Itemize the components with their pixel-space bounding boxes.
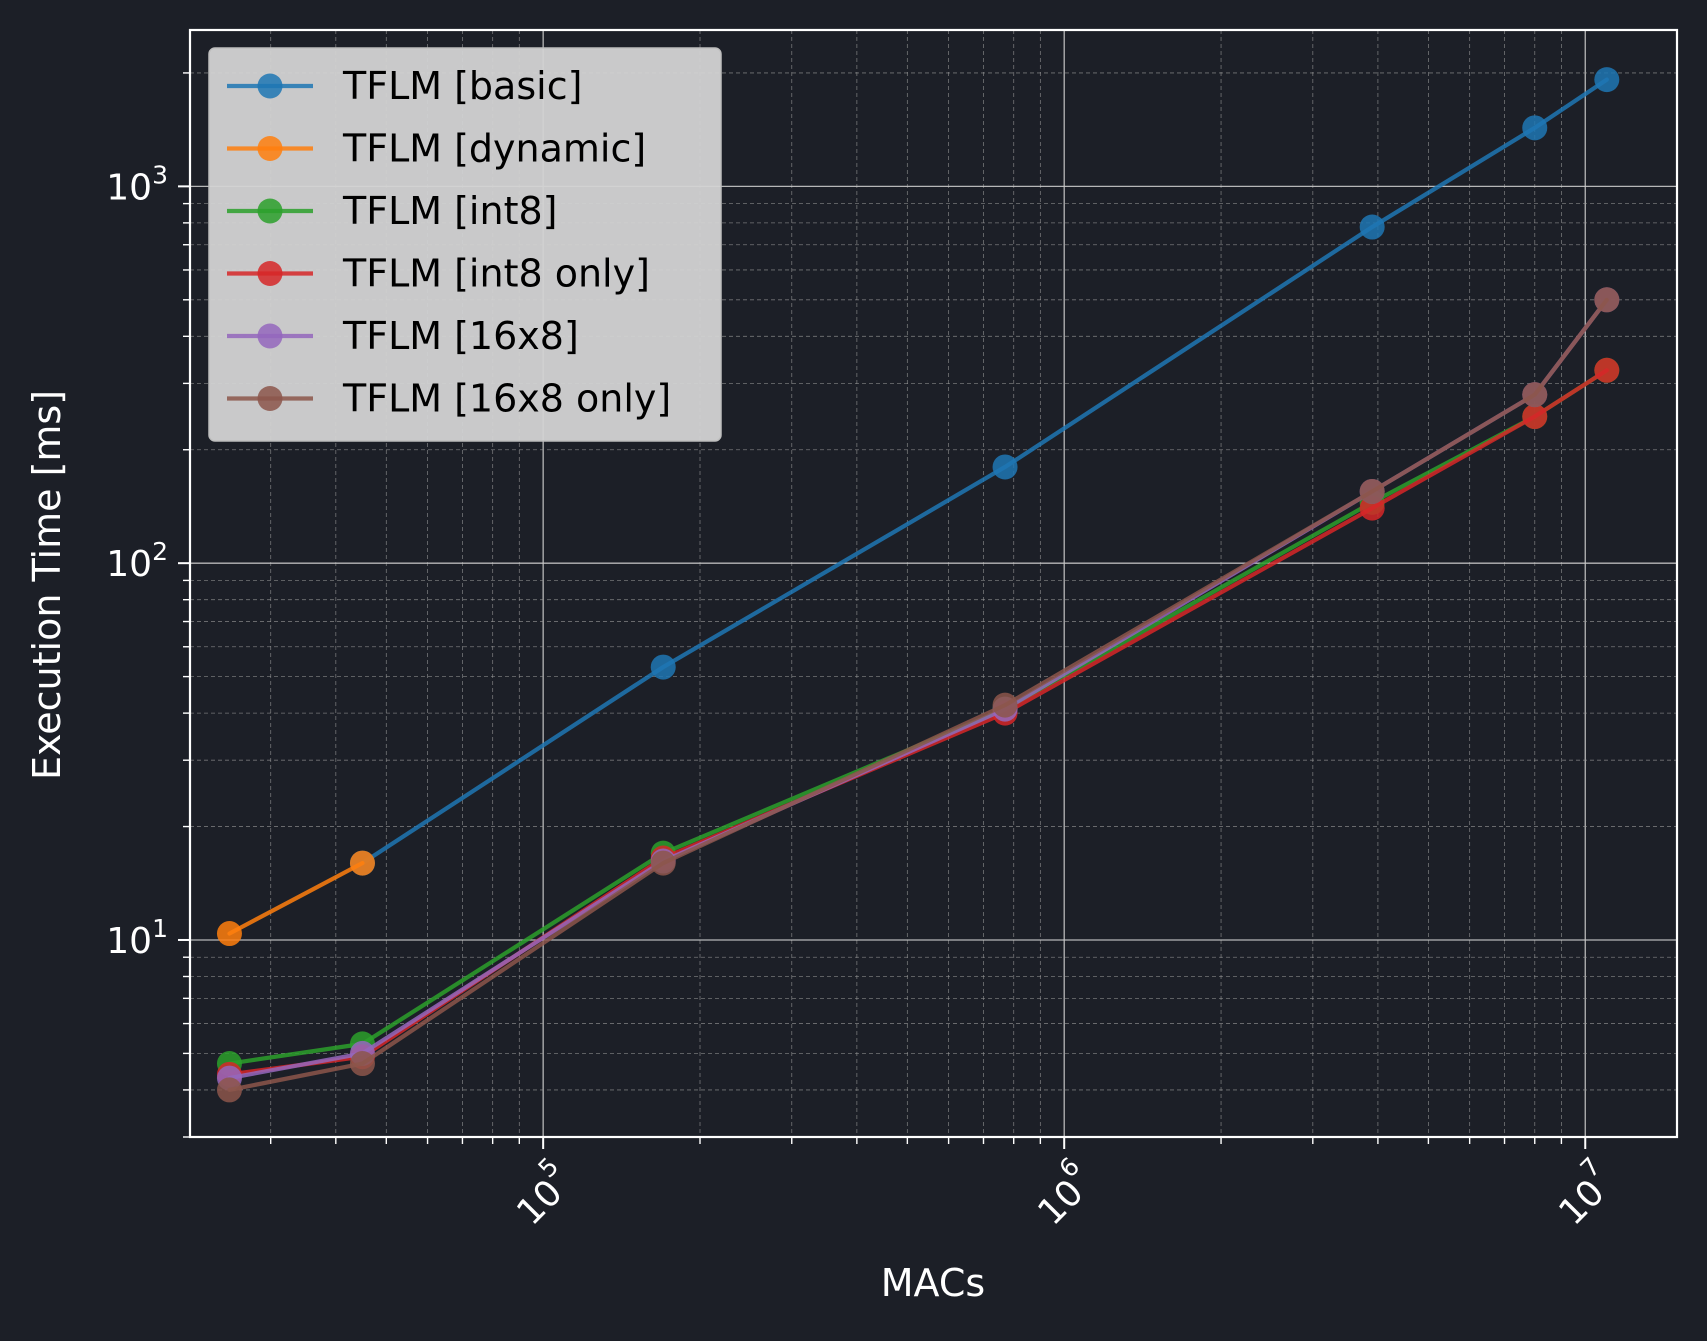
x-tick-label-text: 105 xyxy=(500,1152,581,1233)
axes-frame xyxy=(188,28,1679,1139)
data-point xyxy=(1522,404,1548,430)
legend-label: TFLM [16x8] xyxy=(342,314,579,358)
data-point xyxy=(1594,67,1620,93)
series-line xyxy=(227,860,365,936)
data-point xyxy=(650,654,676,680)
y-tick-label: 103 xyxy=(106,160,168,208)
legend-marker xyxy=(257,198,283,224)
data-point xyxy=(1522,115,1548,141)
legend-label: TFLM [int8 only] xyxy=(342,252,650,296)
legend-label: TFLM [dynamic] xyxy=(342,127,646,171)
data-point xyxy=(1522,382,1548,408)
legend-item: TFLM [basic] xyxy=(227,64,582,108)
data-point xyxy=(1594,357,1620,383)
legend-box xyxy=(208,47,722,442)
data-point xyxy=(1594,287,1620,313)
legend-label: TFLM [basic] xyxy=(342,64,582,108)
series-5 xyxy=(216,287,1620,1103)
y-tick-label: 101 xyxy=(106,914,168,962)
legend-item: TFLM [int8 only] xyxy=(227,252,650,296)
legend-marker xyxy=(257,323,283,349)
data-point xyxy=(992,692,1018,718)
data-point xyxy=(216,921,242,947)
data-point xyxy=(650,850,676,876)
series-1 xyxy=(216,850,375,947)
data-point xyxy=(1359,214,1385,240)
y-axis-label: Execution Time [ms] xyxy=(25,390,69,780)
x-axis-label: MACs xyxy=(881,1261,985,1305)
x-tick-label: 107 xyxy=(1542,1152,1623,1233)
legend: TFLM [basic] TFLM [dynamic] TFLM [int8] TFL… xyxy=(208,47,722,442)
legend-item: TFLM [16x8] xyxy=(227,314,579,358)
x-tick-label-text: 106 xyxy=(1021,1152,1102,1233)
x-tick-label-text: 107 xyxy=(1542,1152,1623,1233)
data-point xyxy=(216,1077,242,1103)
series-layer xyxy=(216,67,1620,1103)
y-tick-exponent: 2 xyxy=(152,537,168,566)
grid xyxy=(190,30,1677,1138)
legend-label: TFLM [16x8 only] xyxy=(342,377,671,421)
data-point xyxy=(349,850,375,876)
legend-marker xyxy=(257,73,283,99)
x-tick-label: 106 xyxy=(1021,1152,1102,1233)
data-point xyxy=(992,454,1018,480)
series-line xyxy=(360,77,1609,866)
x-tick-base: 10 xyxy=(509,1172,570,1233)
legend-item: TFLM [int8] xyxy=(227,189,557,233)
legend-marker xyxy=(257,136,283,161)
y-tick-base: 10 xyxy=(106,544,152,585)
data-point xyxy=(349,1051,375,1077)
legend-marker xyxy=(257,386,283,411)
y-tick-exponent: 3 xyxy=(152,160,168,189)
x-tick-base: 10 xyxy=(1030,1172,1091,1233)
y-tick-exponent: 1 xyxy=(152,914,168,943)
legend-label: TFLM [int8] xyxy=(342,189,557,233)
x-tick-label: 105 xyxy=(500,1152,581,1233)
legend-marker xyxy=(257,261,283,286)
legend-item: TFLM [16x8 only] xyxy=(227,377,671,421)
x-tick-base: 10 xyxy=(1551,1172,1612,1233)
legend-item: TFLM [dynamic] xyxy=(227,127,646,171)
y-tick-base: 10 xyxy=(106,921,152,962)
y-tick-base: 10 xyxy=(106,167,152,208)
y-tick-label: 102 xyxy=(106,537,168,585)
data-point xyxy=(1359,478,1385,504)
